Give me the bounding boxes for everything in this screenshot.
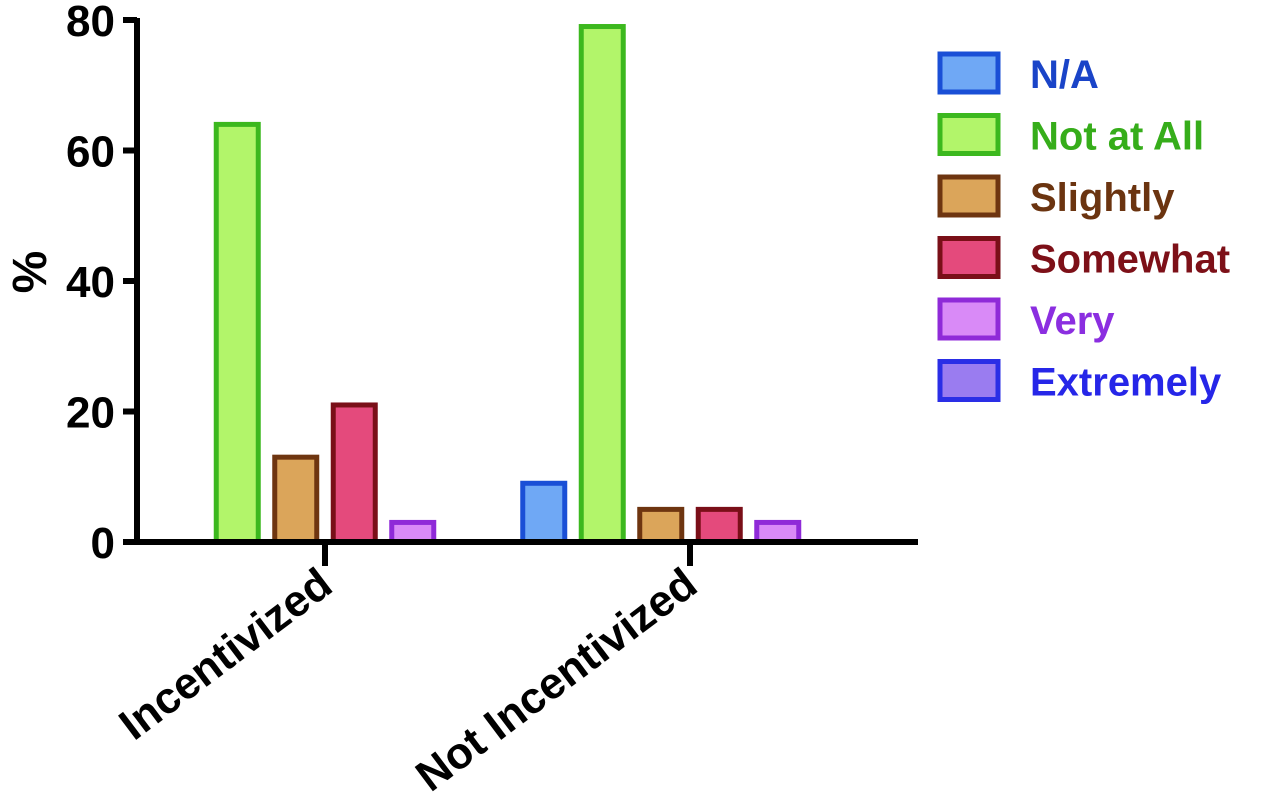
y-tick-label: 0	[91, 519, 115, 568]
legend-swatch	[937, 113, 1001, 156]
y-ticks: 0 20 40 60 80	[66, 0, 137, 568]
legend-swatch	[937, 51, 1001, 95]
legend-label: Very	[1030, 299, 1115, 343]
bar	[695, 506, 743, 545]
x-tick-label: Incentivized	[110, 559, 341, 750]
y-tick-label: 20	[66, 389, 115, 438]
legend-label: Extremely	[1030, 361, 1222, 405]
bar	[578, 24, 626, 545]
legend-swatch	[937, 359, 1001, 402]
y-axis-label: %	[4, 251, 57, 294]
legend: N/A Not at All Slightly Somewhat Very Extreme…	[937, 51, 1230, 405]
bar	[520, 480, 568, 545]
bar	[330, 402, 378, 545]
legend-label: Not at All	[1030, 115, 1204, 159]
legend-swatch	[937, 297, 1001, 341]
legend-label: Slightly	[1030, 176, 1175, 220]
legend-label: Somewhat	[1030, 238, 1230, 282]
legend-label: N/A	[1030, 53, 1099, 97]
bar	[213, 121, 261, 545]
legend-swatch	[937, 236, 1001, 279]
x-ticks: Incentivized Not Incentivized	[110, 542, 706, 801]
y-tick-label: 80	[66, 0, 115, 46]
x-tick-label: Not Incentivized	[407, 559, 706, 801]
bars-layer	[213, 24, 802, 545]
y-tick-label: 40	[66, 258, 115, 307]
bar	[272, 454, 320, 545]
bar	[637, 506, 685, 545]
legend-swatch	[937, 174, 1001, 218]
y-tick-label: 60	[66, 128, 115, 177]
